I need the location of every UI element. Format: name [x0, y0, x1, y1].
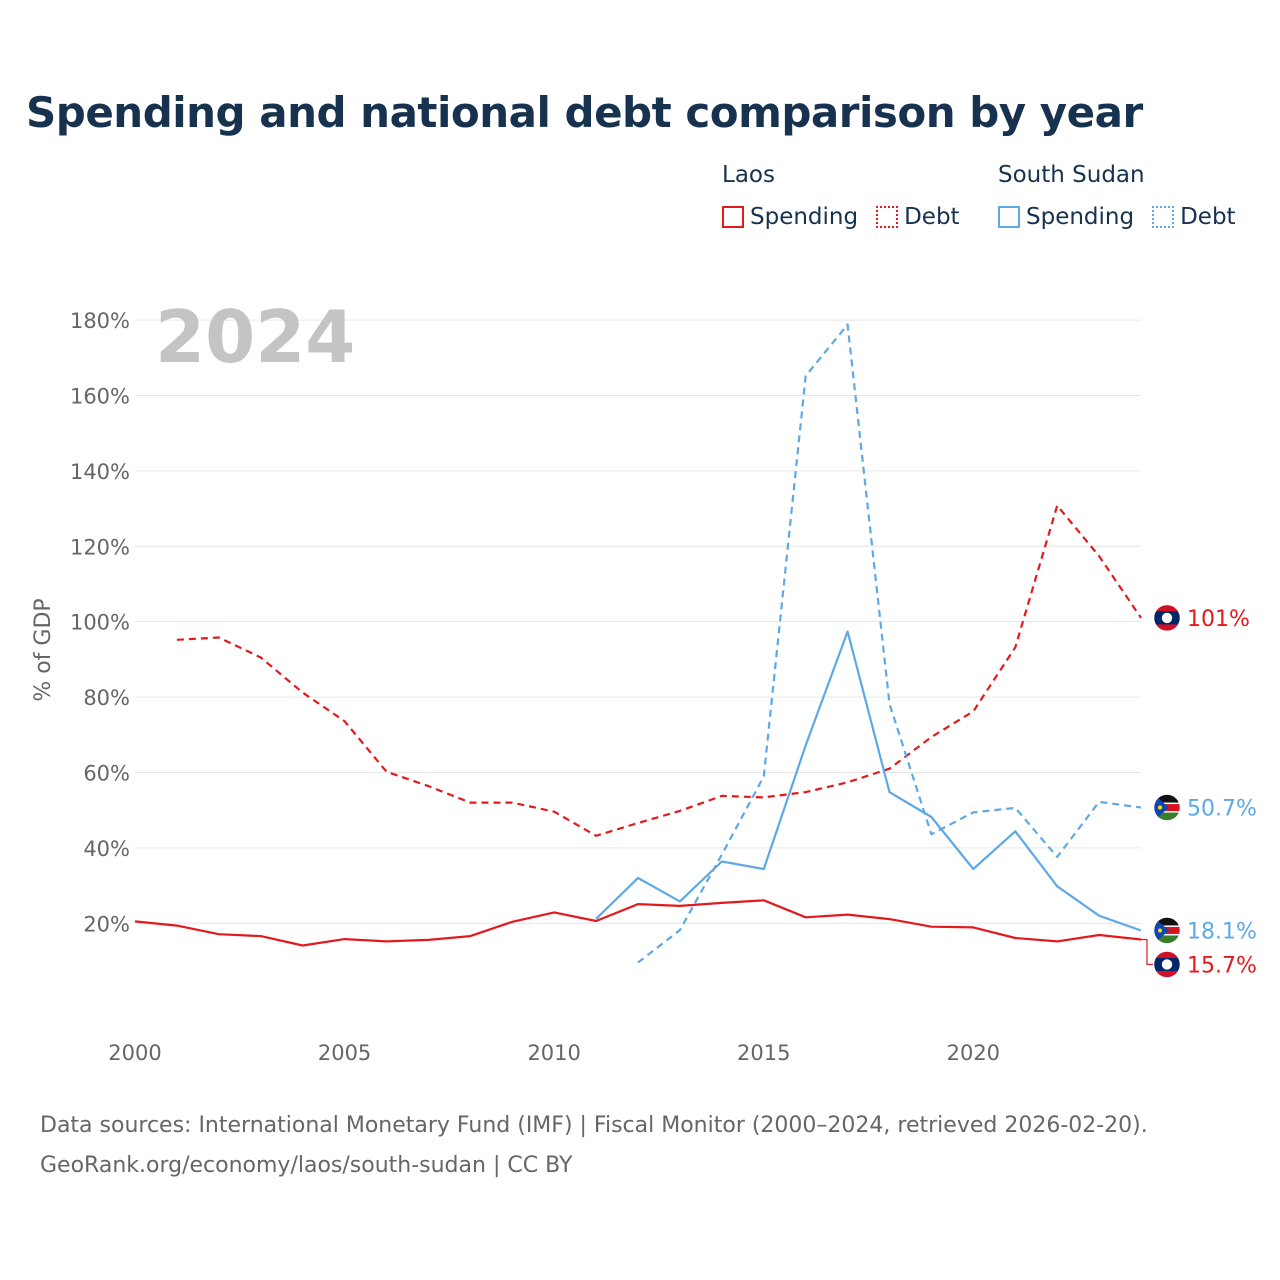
south-sudan-flag-icon: [1153, 917, 1181, 944]
legend-south-sudan: South Sudan Spending Debt: [998, 162, 1236, 230]
legend-swatch-south-sudan-debt: [1152, 206, 1175, 228]
credit-link[interactable]: GeoRank.org/economy/laos/south-sudan | C…: [40, 1153, 573, 1178]
year-watermark: 2024: [155, 295, 355, 379]
end-value-label: 18.1%: [1187, 919, 1257, 944]
series-line-laos-spending: [134, 899, 1142, 947]
x-tick-label: 2010: [527, 1041, 580, 1065]
y-tick-label: 80%: [83, 686, 130, 710]
y-axis-ticks: 20% 40% 60% 80% 100% 120% 140% 160% 180%: [70, 309, 130, 936]
y-tick-label: 100%: [70, 611, 130, 635]
legend-label-south-sudan-debt: Debt: [1180, 204, 1236, 230]
end-markers: 15.7% 101% 18.1% 50.7%: [1141, 604, 1257, 978]
legend-laos: Laos Spending Debt: [722, 162, 960, 230]
footer: Data sources: International Monetary Fun…: [40, 1106, 1148, 1186]
x-axis-ticks: 2000 2005 2010 2015 2020: [108, 1041, 1000, 1065]
data-sources: Data sources: International Monetary Fun…: [40, 1113, 1148, 1138]
laos-flag-icon: [1153, 604, 1181, 632]
south-sudan-flag-icon: [1153, 794, 1181, 821]
y-tick-label: 180%: [70, 309, 130, 333]
chart-title: Spending and national debt comparison by…: [26, 88, 1143, 137]
grid-lines: [135, 319, 1141, 924]
y-tick-label: 160%: [70, 384, 130, 408]
legend-country-laos: Laos: [722, 162, 775, 188]
legend-laos-debt[interactable]: Debt: [876, 204, 960, 230]
legend-south-sudan-spending[interactable]: Spending: [998, 204, 1134, 230]
series-line-south-sudan-debt: [637, 323, 1142, 964]
end-value-label: 15.7%: [1187, 953, 1257, 978]
end-connector: [1141, 938, 1153, 966]
y-axis-label: % of GDP: [31, 598, 56, 701]
end-value-label: 101%: [1187, 607, 1250, 632]
legend-south-sudan-debt[interactable]: Debt: [1152, 204, 1236, 230]
legend-country-south-sudan: South Sudan: [998, 162, 1145, 188]
x-tick-label: 2020: [947, 1041, 1000, 1065]
legend-swatch-laos-debt: [876, 206, 899, 228]
legend-label-laos-spending: Spending: [750, 204, 859, 230]
legend-label-laos-debt: Debt: [904, 204, 960, 230]
legend-laos-spending[interactable]: Spending: [722, 204, 858, 230]
y-tick-label: 120%: [70, 535, 130, 559]
end-value-label: 50.7%: [1187, 797, 1257, 822]
y-tick-label: 20%: [83, 912, 130, 936]
series-line-laos-debt: [176, 504, 1142, 837]
y-tick-label: 40%: [83, 837, 130, 861]
x-tick-label: 2005: [318, 1041, 371, 1065]
x-tick-label: 2000: [108, 1041, 161, 1065]
y-tick-label: 140%: [70, 460, 130, 484]
legend-label-south-sudan-spending: Spending: [1026, 204, 1135, 230]
legend-swatch-laos-spending: [722, 206, 744, 228]
legend-swatch-south-sudan-spending: [998, 206, 1020, 228]
x-tick-label: 2015: [737, 1041, 790, 1065]
y-tick-label: 60%: [83, 761, 130, 785]
series-lines: [134, 323, 1142, 964]
laos-flag-icon: [1153, 951, 1181, 978]
series-line-south-sudan-spending: [595, 630, 1142, 932]
